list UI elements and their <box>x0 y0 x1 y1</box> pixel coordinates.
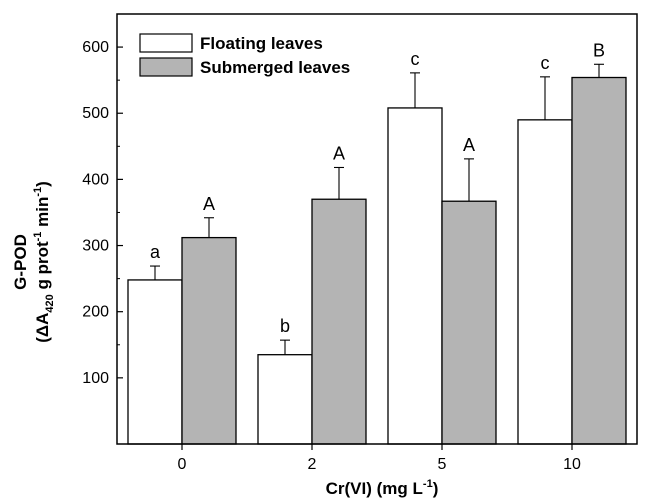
x-tick-label-0: 0 <box>178 456 187 473</box>
bar-submerged-10 <box>571 76 627 445</box>
y-tick-label-400: 400 <box>82 171 109 188</box>
significance-letter-submerged-5: A <box>463 135 475 155</box>
significance-letter-floating-10: c <box>541 53 550 73</box>
legend-swatch-floating <box>139 33 193 53</box>
bar-floating-2 <box>257 354 313 445</box>
significance-letter-floating-0: a <box>150 242 161 262</box>
x-axis-title-main: Cr(VI) (mg L <box>326 479 423 498</box>
axes-group: 0 2 5 10 100 200 300 400 500 600 <box>82 13 638 473</box>
y-axis-title-line1: G-POD <box>11 234 30 290</box>
y-axis-title-unit1: g prot <box>33 241 52 294</box>
y-axis-title: G-POD (ΔA420 g prot-1 min-1) <box>11 181 56 343</box>
y-axis-title-end: ) <box>33 181 52 187</box>
legend-label-floating: Floating leaves <box>200 34 323 53</box>
error-bars-group <box>150 63 604 355</box>
bar-submerged-2 <box>311 198 367 445</box>
x-axis-title-suffix: ) <box>433 479 439 498</box>
y-tick-label-600: 600 <box>82 39 109 56</box>
y-tick-label-500: 500 <box>82 105 109 122</box>
x-tick-label-5: 5 <box>438 456 447 473</box>
plot-frame <box>116 13 638 445</box>
significance-letter-submerged-0: A <box>203 194 215 214</box>
y-axis-title-subscript: 420 <box>44 294 56 312</box>
bar-submerged-5 <box>441 200 497 445</box>
legend-swatch-submerged <box>139 57 193 77</box>
bar-submerged-0 <box>181 236 237 445</box>
bars-group <box>127 76 627 445</box>
significance-letter-submerged-2: A <box>333 143 345 163</box>
bar-floating-10 <box>517 119 573 445</box>
y-axis-title-superscript1: -1 <box>32 232 44 242</box>
y-tick-label-100: 100 <box>82 370 109 387</box>
significance-letter-floating-5: c <box>411 49 420 69</box>
y-tick-label-300: 300 <box>82 238 109 255</box>
x-tick-label-10: 10 <box>563 456 581 473</box>
x-axis-title-superscript: -1 <box>423 478 433 490</box>
svg-text:(ΔA420 g prot-1 min-1): (ΔA420 g prot-1 min-1) <box>32 181 56 343</box>
legend: Floating leaves Submerged leaves <box>139 33 350 77</box>
y-tick-label-200: 200 <box>82 304 109 321</box>
bar-floating-0 <box>127 279 183 445</box>
svg-text:G-POD: G-POD <box>11 234 30 290</box>
legend-label-submerged: Submerged leaves <box>200 58 350 77</box>
y-axis-title-superscript2: -1 <box>32 187 44 197</box>
y-axis-title-line2: (ΔA <box>33 313 52 343</box>
significance-letters-group: a Ab Ac Ac B <box>150 40 605 336</box>
significance-letter-floating-2: b <box>280 316 290 336</box>
y-axis-title-unit2: min <box>33 197 52 232</box>
significance-letter-submerged-10: B <box>593 40 605 60</box>
x-axis-title: Cr(VI) (mg L-1) <box>326 478 439 498</box>
bar-floating-5 <box>387 107 443 445</box>
x-tick-label-2: 2 <box>308 456 317 473</box>
